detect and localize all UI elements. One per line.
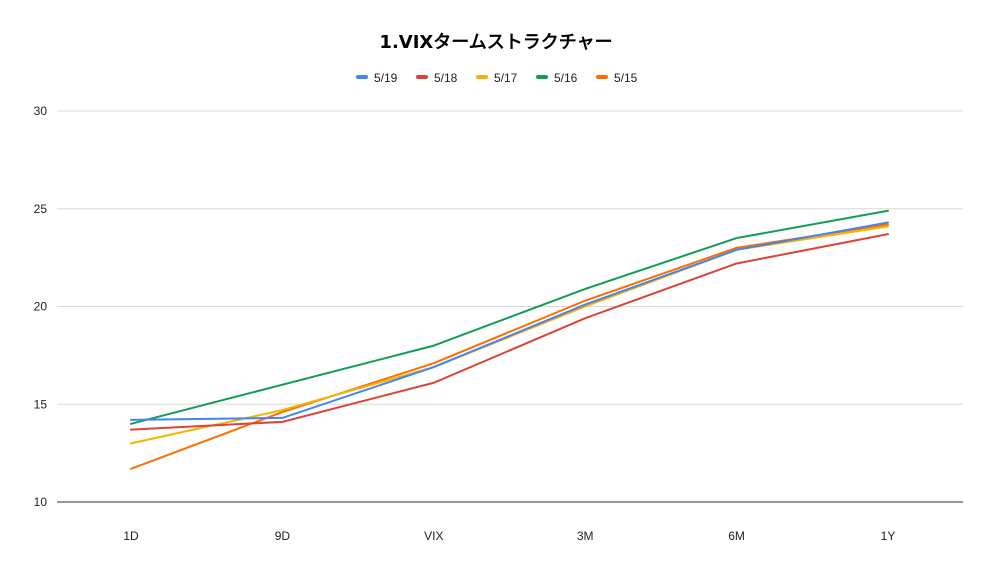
y-tick-label: 30 [34, 104, 48, 118]
x-tick-label: 9D [275, 529, 291, 543]
legend-item: 5/18 [416, 71, 458, 85]
y-tick-label: 20 [34, 300, 48, 314]
y-tick-label: 25 [34, 202, 48, 216]
x-tick-label: 3M [577, 529, 594, 543]
gridlines [57, 110, 963, 503]
series-line-5-16 [130, 209, 889, 425]
legend-swatch [536, 75, 548, 79]
x-tick-label: 6M [728, 529, 745, 543]
x-tick-label: 1D [123, 529, 139, 543]
legend-label: 5/16 [554, 71, 578, 85]
legend-item: 5/15 [596, 71, 638, 85]
x-tick-label: VIX [424, 529, 443, 543]
series-line-5-19 [130, 221, 889, 421]
legend-label: 5/18 [434, 71, 458, 85]
legend-item: 5/16 [536, 71, 578, 85]
legend-item: 5/17 [476, 71, 518, 85]
legend: 5/19 5/18 5/17 5/16 5/15 [356, 71, 638, 85]
x-axis-ticks: 1D 9D VIX 3M 6M 1Y [123, 529, 895, 543]
x-tick-label: 1Y [881, 529, 896, 543]
legend-label: 5/19 [374, 71, 398, 85]
chart-title: 1.VIXタームストラクチャー [379, 32, 612, 53]
legend-label: 5/15 [614, 71, 638, 85]
legend-swatch [356, 75, 368, 79]
series-lines [130, 209, 889, 470]
legend-item: 5/19 [356, 71, 398, 85]
legend-swatch [596, 75, 608, 79]
series-line-5-18 [130, 233, 889, 431]
y-tick-label: 10 [34, 495, 48, 509]
y-axis-ticks: 10 15 20 25 30 [34, 104, 48, 509]
y-tick-label: 15 [34, 397, 48, 411]
legend-swatch [476, 75, 488, 79]
series-line-5-15 [130, 223, 889, 470]
legend-label: 5/17 [494, 71, 518, 85]
legend-swatch [416, 75, 428, 79]
